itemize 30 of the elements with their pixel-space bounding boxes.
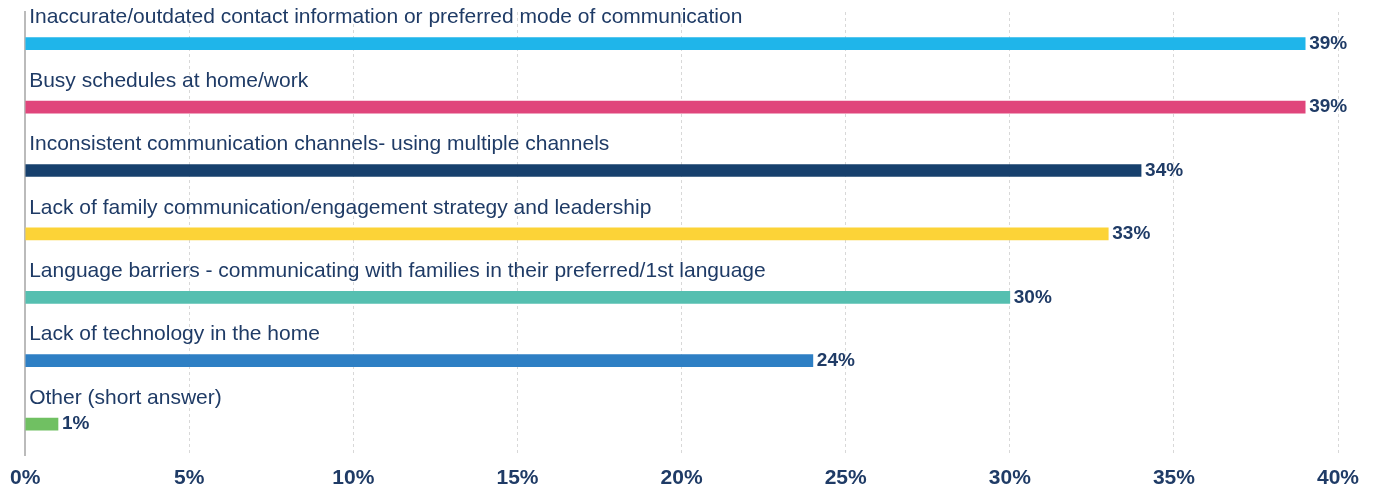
bar [25, 290, 1011, 304]
y-tick-label: Inconsistent communication channels- using multiple channels [29, 131, 610, 155]
x-tick-label: 30% [988, 465, 1032, 489]
data-label: 39% [1309, 31, 1348, 53]
bar [25, 100, 1306, 114]
data-label: 1% [62, 412, 90, 434]
data-label: 33% [1112, 222, 1151, 244]
x-tick-label: 25% [824, 465, 868, 489]
data-label: 34% [1145, 158, 1184, 180]
data-label: 39% [1309, 95, 1348, 117]
bar [25, 417, 59, 431]
x-tick-label: 10% [332, 465, 375, 489]
x-tick-label: 15% [496, 465, 539, 489]
data-label: 24% [816, 348, 855, 370]
bar [25, 37, 1306, 51]
bar [25, 164, 1142, 177]
x-tick-label: 35% [1152, 465, 1196, 489]
y-tick-label: Other (short answer) [29, 384, 222, 408]
data-label: 30% [1013, 285, 1052, 307]
y-tick-label: Inaccurate/outdated contact information or preferred mode of communication [29, 4, 743, 28]
x-tick-label: 20% [660, 465, 703, 489]
bar [25, 354, 814, 368]
x-tick-label: 5% [174, 465, 205, 489]
y-tick-label: Language barriers - communicating with families in their preferred/1st language [29, 258, 766, 282]
x-tick-label: 40% [1316, 465, 1360, 489]
y-tick-label: Lack of family communication/engagement strategy and leadership [29, 194, 652, 218]
y-tick-label: Busy schedules at home/work [29, 67, 309, 91]
bar [25, 227, 1109, 241]
x-tick-label: 0% [10, 465, 41, 489]
y-tick-label: Lack of technology in the home [29, 321, 320, 345]
